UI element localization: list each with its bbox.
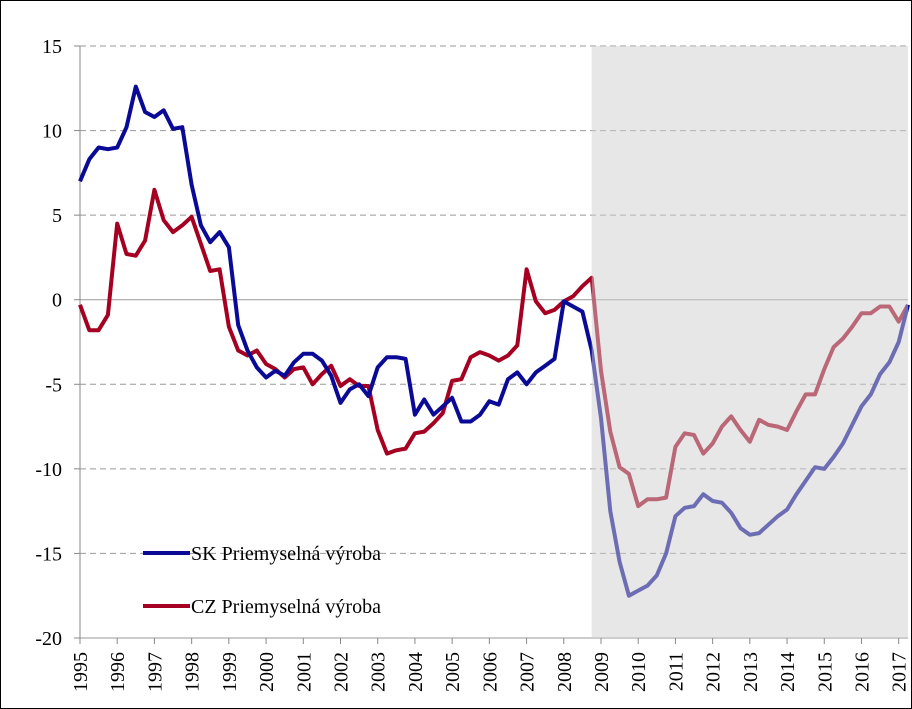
x-tick-label: 2005: [442, 652, 464, 692]
x-tick-label: 2011: [665, 652, 687, 691]
y-tick-label: -20: [35, 628, 62, 650]
x-tick-label: 2012: [703, 652, 725, 692]
shaded-region: [591, 46, 908, 638]
x-tick-label: 1996: [107, 652, 129, 692]
y-tick-label: -5: [45, 374, 62, 396]
y-tick-label: -10: [35, 459, 62, 481]
x-tick-label: 1995: [70, 652, 92, 692]
legend-label: SK Priemyselná výroba: [191, 543, 381, 565]
y-tick-label: 0: [52, 290, 62, 312]
x-tick-label: 1997: [144, 652, 166, 692]
x-tick-label: 2008: [554, 652, 576, 692]
x-tick-label: 2013: [740, 652, 762, 692]
x-tick-label: 2000: [256, 652, 278, 692]
x-tick-label: 2004: [405, 652, 427, 692]
x-tick-label: 2015: [814, 652, 836, 692]
legend-label: CZ Priemyselná výroba: [191, 596, 381, 618]
x-tick-label: 2007: [517, 652, 539, 692]
x-tick-label: 2009: [591, 652, 613, 692]
y-tick-label: 15: [42, 36, 62, 58]
y-tick-label: -15: [35, 543, 62, 565]
y-tick-label: 5: [52, 205, 62, 227]
x-tick-label: 2014: [777, 652, 799, 692]
y-tick-label: 10: [42, 121, 62, 143]
x-tick-label: 2010: [628, 652, 650, 692]
x-tick-label: 1999: [219, 652, 241, 692]
x-tick-label: 1998: [182, 652, 204, 692]
x-tick-label: 2006: [479, 652, 501, 692]
x-tick-label: 2001: [293, 652, 315, 692]
x-tick-label: 2016: [851, 652, 873, 692]
x-tick-label: 2003: [368, 652, 390, 692]
x-tick-label: 2002: [330, 652, 352, 692]
x-tick-label: 2017: [889, 652, 911, 692]
